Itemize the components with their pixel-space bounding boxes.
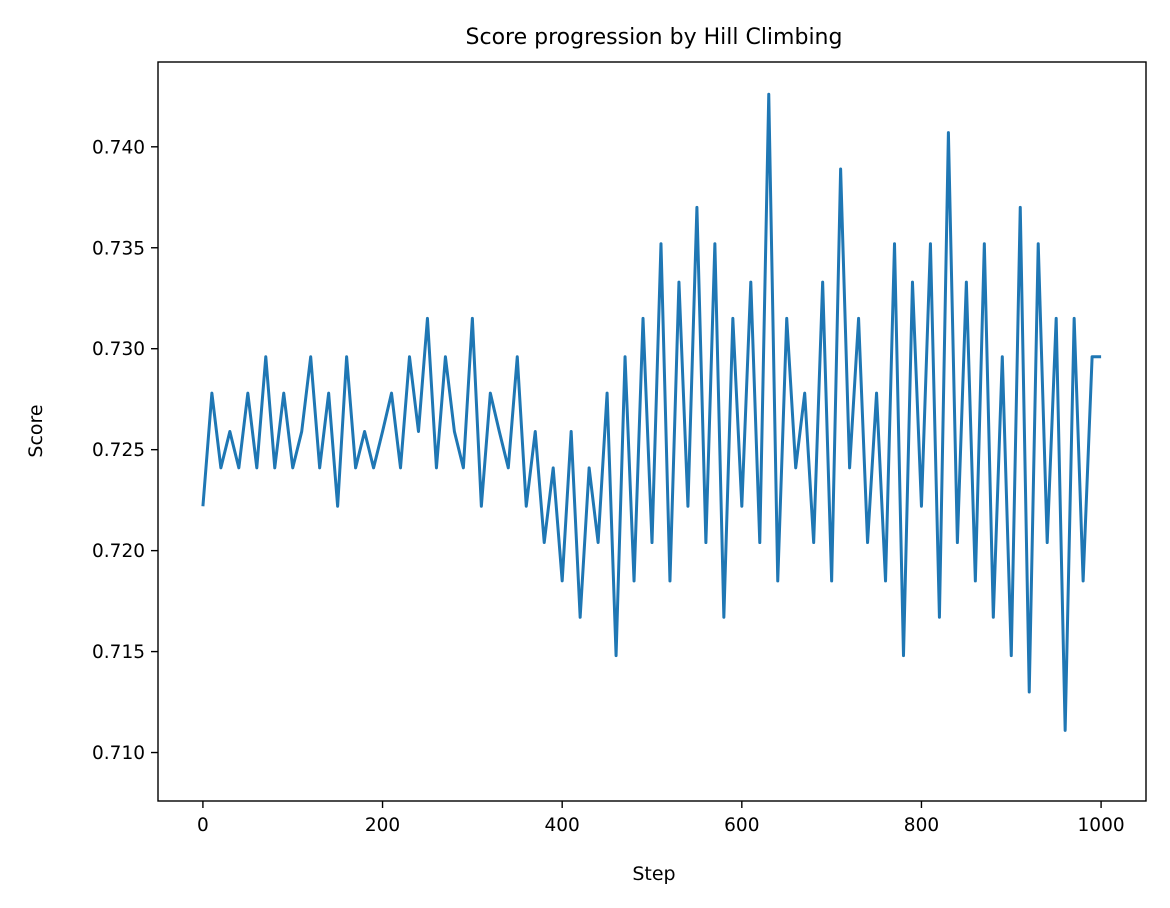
- y-tick-label: 0.730: [92, 339, 145, 360]
- y-tick-label: 0.715: [92, 642, 145, 663]
- series-layer: [201, 92, 1102, 732]
- x-tick-label: 200: [365, 815, 400, 836]
- x-axis-ticks: 0 200 400 600 800 1000: [197, 801, 1125, 836]
- y-tick-label: 0.710: [92, 743, 145, 764]
- axes-frame: [157, 61, 1147, 802]
- x-axis-label: Step: [632, 863, 675, 885]
- x-tick-label: 0: [197, 815, 209, 836]
- x-tick-label: 1000: [1078, 815, 1125, 836]
- x-tick-label: 800: [904, 815, 939, 836]
- x-tick-label: 400: [545, 815, 580, 836]
- y-tick-label: 0.740: [92, 137, 145, 158]
- series-line-0: [201, 92, 1102, 732]
- y-tick-label: 0.725: [92, 440, 145, 461]
- y-axis-ticks: 0.710 0.715 0.720 0.725 0.730 0.735 0.740: [92, 137, 158, 764]
- y-tick-label: 0.720: [92, 541, 145, 562]
- chart-title: Score progression by Hill Climbing: [466, 25, 843, 50]
- x-tick-label: 600: [724, 815, 759, 836]
- y-tick-label: 0.735: [92, 238, 145, 259]
- y-axis-label: Score: [25, 404, 47, 457]
